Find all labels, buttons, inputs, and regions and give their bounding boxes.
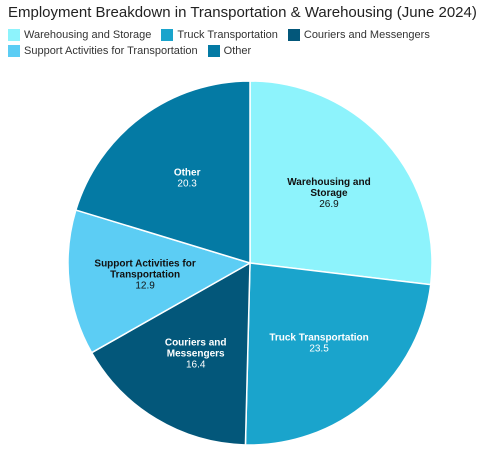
slice-category-label: Messengers [167,349,225,360]
slice-value-label: 26.9 [319,199,339,210]
slice-value-label: 20.3 [177,179,197,190]
legend-label: Couriers and Messengers [303,29,430,41]
pie-slice-couriers[interactable] [90,261,251,446]
chart-title: Employment Breakdown in Transportation &… [8,4,477,21]
pie-slice-warehousing[interactable] [249,80,433,286]
slice-value-label: 16.4 [186,360,206,371]
legend-item-other[interactable]: Other [207,44,252,58]
legend-swatch [207,45,220,57]
legend-swatch [8,29,20,41]
legend: Warehousing and Storage Truck Transporta… [8,28,496,58]
slice-value-label: 12.9 [135,281,155,292]
pie-slice-truck[interactable] [244,262,432,446]
legend-item-support[interactable]: Support Activities for Transportation [8,44,198,58]
legend-label: Other [223,45,252,57]
legend-swatch [8,45,20,57]
slice-category-label: Warehousing and [287,177,371,188]
legend-label: Truck Transportation [177,29,278,41]
slice-category-label: Storage [310,188,348,199]
slice-category-label: Other [174,168,201,179]
legend-label: Warehousing and Storage [24,29,152,41]
legend-item-warehousing[interactable]: Warehousing and Storage [8,28,151,42]
slice-category-label: Couriers and [165,338,227,349]
legend-label: Support Activities for Transportation [24,45,198,57]
slice-category-label: Transportation [110,270,180,281]
pie-slice-other[interactable] [74,80,251,265]
legend-item-truck[interactable]: Truck Transportation [161,28,278,42]
legend-swatch [161,29,174,41]
slice-category-label: Truck Transportation [269,332,368,343]
legend-item-couriers[interactable]: Couriers and Messengers [287,28,430,42]
slice-value-label: 23.5 [309,343,329,354]
pie-slice-support[interactable] [67,209,252,354]
slice-category-label: Support Activities for [94,259,195,270]
legend-swatch [287,29,300,41]
